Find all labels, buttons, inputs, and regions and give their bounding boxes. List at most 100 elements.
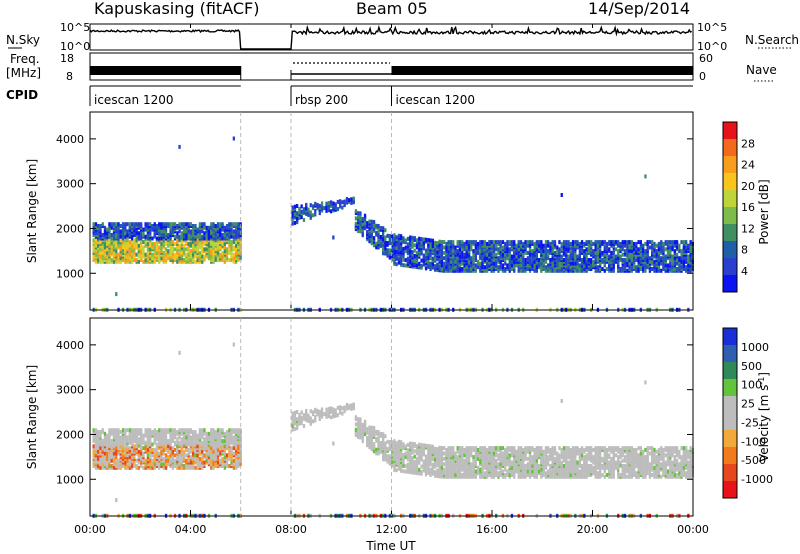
- echo-cell: [180, 428, 183, 433]
- echo-cell: [302, 424, 306, 428]
- echo-cell: [214, 430, 217, 434]
- echo-cell: [454, 462, 457, 467]
- echo-cell: [662, 247, 665, 252]
- echo-cell: [608, 240, 611, 245]
- velocity-echoes: [92, 342, 694, 518]
- echo-cell: [237, 462, 240, 467]
- echo-cell: [382, 432, 385, 437]
- echo-cell: [121, 240, 125, 245]
- echo-cell: [309, 203, 312, 208]
- echo-cell: [185, 222, 188, 227]
- echo-cell: [214, 462, 217, 467]
- echo-cell: [596, 240, 600, 245]
- echo-cell: [420, 258, 423, 263]
- echo-cell: [115, 446, 118, 451]
- echo-cell: [506, 263, 509, 268]
- echo-cell: [436, 262, 439, 267]
- echo-cell: [397, 439, 401, 444]
- echo-cell: [386, 447, 389, 451]
- echo-cell: [142, 465, 145, 470]
- echo-cell: [476, 471, 480, 476]
- echo-cell: [219, 451, 222, 456]
- echo-cell: [472, 462, 475, 467]
- echo-cell: [221, 439, 224, 443]
- echo-cell: [214, 256, 217, 261]
- echo-cell: [662, 256, 665, 261]
- echo-cell: [142, 446, 145, 451]
- echo-cell: [402, 263, 405, 268]
- echo-cell: [133, 222, 136, 227]
- echo-cell: [470, 462, 473, 467]
- echo-cell: [359, 229, 362, 234]
- echo-cell: [101, 428, 104, 433]
- echo-cell: [531, 258, 534, 262]
- echo-cell: [535, 265, 538, 270]
- nsky-panel: 10^5 10^0 N.Sky 10^5 10^0 N.Search: [6, 21, 799, 53]
- echo-cell: [452, 469, 455, 474]
- echo-cell: [140, 245, 143, 250]
- echo-cell: [115, 435, 118, 440]
- echo-cell: [612, 268, 615, 273]
- nsearch-tick-top: 10^5: [697, 21, 727, 34]
- echo-cell: [230, 460, 233, 465]
- echo-cell: [223, 462, 226, 467]
- echo-cell: [671, 240, 674, 245]
- echo-cell: [232, 245, 235, 250]
- colorbar-swatch: [723, 241, 737, 259]
- echo-cell: [92, 222, 95, 227]
- echo-cell: [232, 446, 235, 451]
- echo-cell: [99, 460, 102, 465]
- echo-cell: [291, 427, 294, 432]
- echo-cell: [169, 247, 172, 252]
- echo-cell: [481, 240, 484, 245]
- echo-cell: [97, 464, 100, 468]
- echo-cell: [99, 254, 102, 259]
- echo-cell: [183, 227, 186, 232]
- echo-cell: [183, 258, 186, 262]
- echo-cell: [461, 240, 464, 245]
- echo-cell: [128, 225, 131, 230]
- echo-cell: [540, 240, 543, 245]
- echo-cell: [456, 256, 459, 261]
- echo-cell: [434, 264, 437, 269]
- echo-cell: [474, 449, 477, 454]
- echo-cell: [639, 245, 642, 250]
- echo-cell: [180, 254, 183, 259]
- echo-cell: [538, 243, 541, 248]
- echo-cell: [623, 249, 627, 254]
- echo-cell: [133, 225, 136, 230]
- echo-cell: [298, 206, 301, 211]
- echo-cell: [393, 451, 396, 456]
- echo-cell: [596, 265, 600, 270]
- echo-cell: [682, 259, 685, 264]
- echo-cell: [173, 222, 177, 227]
- echo-cell: [391, 254, 394, 258]
- echo-cell: [210, 446, 213, 451]
- cpid-segment-label-0: icescan 1200: [94, 93, 173, 107]
- echo-cell: [445, 261, 448, 266]
- echo-cell: [207, 243, 211, 248]
- echo-cell: [420, 443, 423, 448]
- echo-cell: [463, 458, 466, 463]
- echo-cell: [623, 240, 627, 245]
- echo-cell: [112, 259, 116, 264]
- echo-cell: [467, 446, 471, 451]
- echo-cell: [544, 240, 548, 245]
- echo-cell: [189, 229, 192, 234]
- echo-cell: [486, 252, 489, 257]
- echo-cell: [363, 213, 367, 218]
- echo-cell: [463, 447, 466, 452]
- echo-cell: [110, 222, 113, 227]
- echo-cell: [176, 444, 179, 449]
- echo-cell: [225, 256, 229, 261]
- echo-cell: [429, 462, 432, 467]
- echo-cell: [192, 245, 195, 250]
- echo-cell: [429, 245, 432, 250]
- echo-cell: [158, 256, 161, 261]
- echo-cell: [601, 250, 604, 255]
- echo-cell: [544, 247, 548, 252]
- echo-cell: [140, 231, 143, 236]
- echo-cell: [192, 236, 195, 241]
- echo-cell: [623, 267, 627, 271]
- echo-cell: [135, 234, 138, 239]
